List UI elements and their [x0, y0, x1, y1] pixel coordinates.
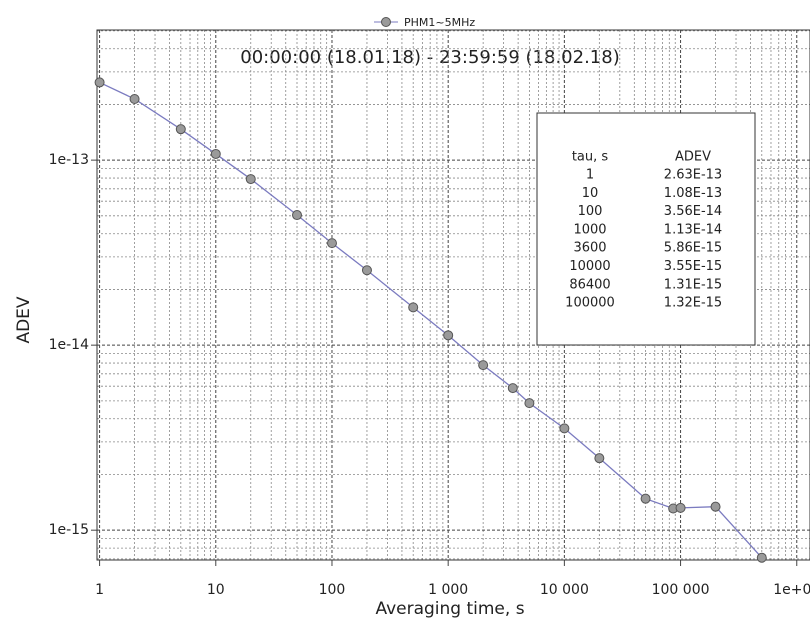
table-cell: 1 — [586, 168, 594, 183]
data-point — [559, 423, 570, 434]
table-cell: 1.32E-15 — [664, 296, 722, 311]
plot-frame — [96, 29, 810, 561]
data-point — [408, 302, 419, 313]
table-cell: 86400 — [569, 277, 610, 292]
table-box — [536, 112, 756, 346]
table-cell: 1.31E-15 — [664, 277, 722, 292]
x-tick-label: 100 000 — [652, 582, 710, 598]
y-axis-label: ADEV — [14, 296, 34, 343]
table-cell: 100000 — [565, 296, 615, 311]
data-point — [507, 383, 518, 394]
data-point — [245, 174, 256, 185]
table-cell: 3600 — [573, 241, 606, 256]
x-tick-label: 1 — [95, 582, 104, 598]
table-cell: 10000 — [569, 259, 610, 274]
x-tick-label: 1e+06 — [773, 582, 810, 598]
table-header: ADEV — [675, 150, 711, 165]
x-tick-label: 100 — [319, 582, 346, 598]
data-point — [756, 552, 767, 563]
table-cell: 5.86E-15 — [664, 241, 722, 256]
x-tick-label: 1 000 — [428, 582, 468, 598]
table-cell: 1000 — [573, 222, 606, 237]
x-axis-label: Averaging time, s — [375, 599, 524, 619]
data-point — [210, 148, 221, 159]
y-tick-label: 1e-13 — [49, 152, 89, 168]
legend-marker — [381, 17, 391, 27]
chart-title: 00:00:00 (18.01.18) - 23:59:59 (18.02.18… — [240, 47, 619, 68]
x-tick-label: 10 000 — [540, 582, 589, 598]
data-point — [175, 124, 186, 135]
data-point — [675, 502, 686, 513]
data-point — [361, 265, 372, 276]
data-point — [594, 453, 605, 464]
table-cell: 100 — [578, 204, 603, 219]
table-cell: 3.56E-14 — [664, 204, 722, 219]
data-point — [710, 501, 721, 512]
data-point — [478, 360, 489, 371]
data-point — [640, 493, 651, 504]
data-point — [292, 210, 303, 221]
legend-label: PHM1~5MHz — [404, 16, 475, 29]
data-point — [443, 330, 454, 341]
x-tick-label: 10 — [207, 582, 225, 598]
table-cell: 2.63E-13 — [664, 168, 722, 183]
y-tick-label: 1e-14 — [49, 337, 89, 353]
table-header: tau, s — [572, 150, 609, 165]
table-cell: 1.08E-13 — [664, 186, 722, 201]
table-cell: 3.55E-15 — [664, 259, 722, 274]
data-point — [524, 398, 535, 409]
table-cell: 1.13E-14 — [664, 222, 722, 237]
table-cell: 10 — [582, 186, 599, 201]
data-point — [129, 93, 140, 104]
y-tick-label: 1e-15 — [49, 522, 89, 538]
data-point — [326, 238, 337, 249]
data-point — [94, 77, 105, 88]
